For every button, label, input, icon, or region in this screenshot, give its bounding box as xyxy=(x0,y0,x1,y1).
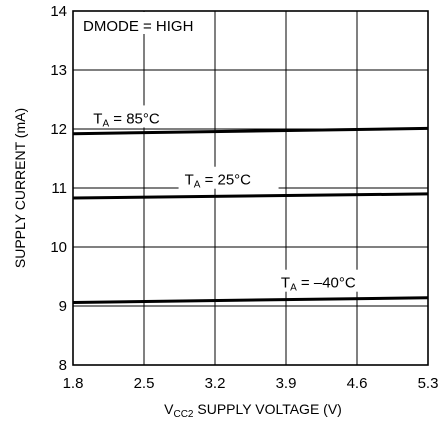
series-label: TA = –40°C xyxy=(281,275,356,294)
y-tick-label: 11 xyxy=(51,180,67,197)
series-label-sub: A xyxy=(194,180,201,191)
x-tick-label: 2.5 xyxy=(134,375,155,392)
condition-label-bg xyxy=(78,12,204,34)
plot-frame xyxy=(72,10,429,366)
x-tick-label: 3.2 xyxy=(205,375,226,392)
x-axis-label-rest: SUPPLY VOLTAGE (V) xyxy=(194,401,342,417)
series-label-bg xyxy=(274,269,385,292)
y-tick-label: 10 xyxy=(50,239,67,256)
y-tick-label: 9 xyxy=(59,298,67,315)
series-label-rest: = –40°C xyxy=(297,275,356,292)
condition-label: DMODE = HIGH xyxy=(83,18,193,35)
grid xyxy=(73,11,428,365)
y-tick-label: 12 xyxy=(50,121,67,138)
x-axis-label-main: V xyxy=(164,401,174,417)
series-line xyxy=(72,126,429,136)
y-tick-label: 8 xyxy=(59,357,67,374)
x-tick-label: 5.3 xyxy=(418,375,439,392)
x-tick-label: 4.6 xyxy=(347,375,368,392)
series-label-sub: A xyxy=(102,118,109,129)
x-axis-label-sub: CC2 xyxy=(173,409,193,420)
series-line xyxy=(72,296,429,304)
y-axis-label: SUPPLY CURRENT (mA) xyxy=(12,108,28,268)
y-tick-label: 14 xyxy=(50,3,67,20)
x-tick-label: 3.9 xyxy=(276,375,297,392)
tick-labels: 1.8 2.5 3.2 3.9 4.6 5.3 8 9 10 11 12 13 14 xyxy=(50,3,438,392)
series-label-rest: = 85°C xyxy=(109,110,160,127)
series-label: TA = 25°C xyxy=(185,172,252,191)
series-labels: TA = 85°CTA = 25°CTA = –40°C xyxy=(87,105,385,294)
series-label-bg xyxy=(178,166,279,189)
series-label-main: T xyxy=(281,275,290,292)
series-line xyxy=(72,192,429,200)
series-label-main: T xyxy=(93,110,102,127)
series-label: TA = 85°C xyxy=(93,110,160,129)
series-label-main: T xyxy=(185,172,194,189)
annotations: DMODE = HIGH xyxy=(78,12,204,35)
series-label-rest: = 25°C xyxy=(200,172,251,189)
x-tick-label: 1.8 xyxy=(63,375,84,392)
series-label-bg xyxy=(87,105,188,128)
y-tick-label: 13 xyxy=(50,62,67,79)
x-axis-label: VCC2 SUPPLY VOLTAGE (V) xyxy=(164,401,342,420)
series-lines xyxy=(72,126,429,304)
series-label-sub: A xyxy=(290,283,297,294)
